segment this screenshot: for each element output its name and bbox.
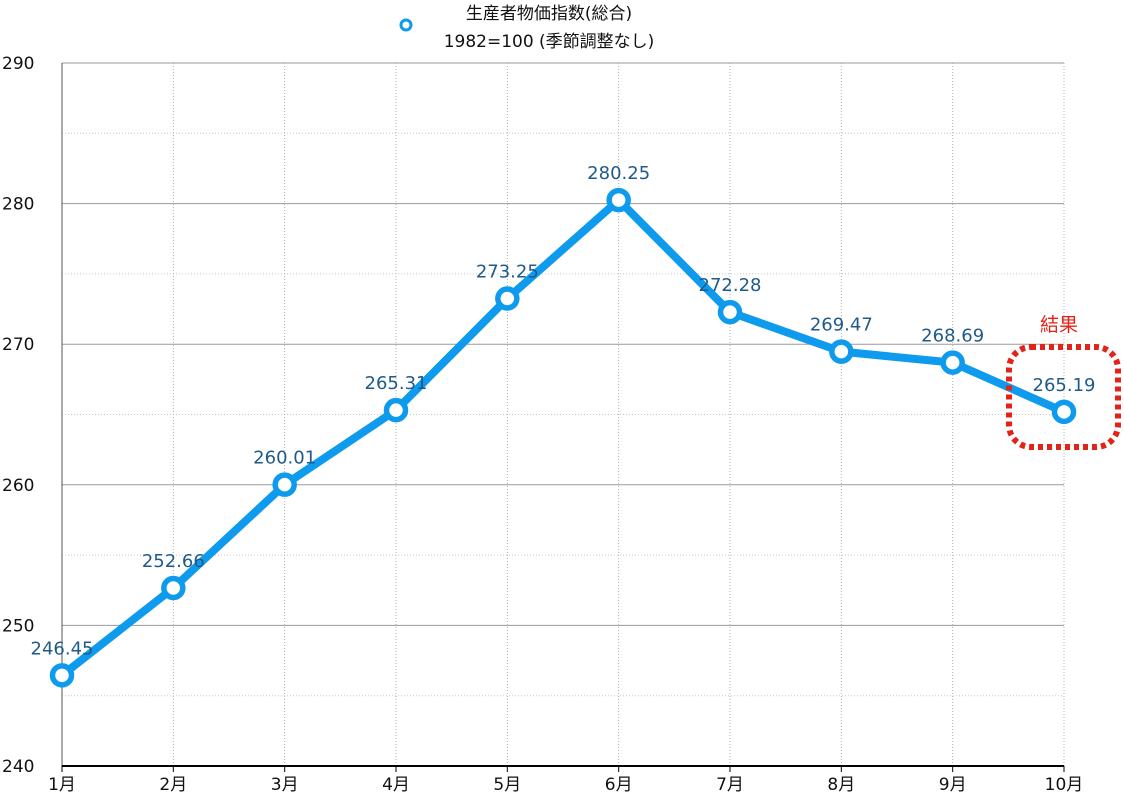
axes: [61, 63, 1064, 767]
x-tick-label: 1月: [48, 775, 76, 794]
x-axis-ticks: 1月 2月 3月 4月 5月 6月 7月 8月 9月 10月: [48, 766, 1083, 794]
legend-series-subtitle: 1982=100 (季節調整なし): [444, 32, 655, 52]
data-point: [829, 339, 854, 364]
y-tick-label: 270: [2, 335, 34, 355]
y-tick-label: 280: [2, 195, 34, 215]
x-tick-label: 2月: [159, 775, 187, 794]
data-point: [495, 286, 520, 311]
legend: 生産者物価指数(総合) 1982=100 (季節調整なし): [399, 4, 655, 52]
data-label: 246.45: [31, 638, 94, 659]
result-annotation: 結果: [1006, 314, 1121, 450]
data-point: [606, 187, 631, 213]
data-point: [717, 299, 743, 325]
annotation-label: 結果: [1040, 314, 1078, 336]
data-label: 265.31: [365, 373, 428, 394]
data-label: 272.28: [699, 275, 762, 296]
series-line: [58, 196, 1068, 680]
data-point: [1051, 399, 1077, 425]
data-label: 268.69: [921, 326, 984, 347]
legend-marker-icon: [399, 18, 413, 32]
data-label: 280.25: [587, 163, 650, 184]
data-point: [161, 575, 186, 601]
x-tick-label: 10月: [1045, 775, 1084, 794]
data-label: 265.19: [1033, 375, 1096, 396]
x-tick-label: 5月: [493, 775, 521, 794]
x-tick-label: 9月: [939, 775, 967, 794]
data-label: 273.25: [476, 262, 539, 283]
y-tick-label: 240: [2, 757, 34, 777]
data-point: [940, 350, 965, 375]
x-tick-label: 4月: [382, 775, 410, 794]
data-point: [49, 663, 75, 688]
data-label: 260.01: [253, 448, 316, 469]
y-tick-label: 260: [2, 476, 34, 496]
legend-series-name: 生産者物価指数(総合): [466, 4, 632, 24]
y-tick-label: 290: [2, 54, 34, 74]
grid-lines: [61, 62, 1065, 766]
x-tick-label: 8月: [827, 775, 855, 794]
data-label: 269.47: [810, 315, 873, 336]
data-label: 252.66: [142, 551, 205, 572]
data-point: [272, 472, 297, 497]
x-tick-label: 3月: [271, 775, 299, 794]
x-tick-label: 7月: [716, 775, 744, 794]
annotation-dotted-box: [1006, 344, 1121, 450]
data-labels: 246.45 252.66 260.01 265.31 273.25 280.25 272.…: [31, 163, 1096, 659]
x-tick-label: 6月: [605, 775, 633, 794]
series-layer: [49, 187, 1077, 688]
y-tick-label: 250: [2, 616, 34, 636]
y-axis-ticks: 240 250 260 270 280 290: [2, 54, 34, 777]
data-point: [383, 397, 409, 423]
